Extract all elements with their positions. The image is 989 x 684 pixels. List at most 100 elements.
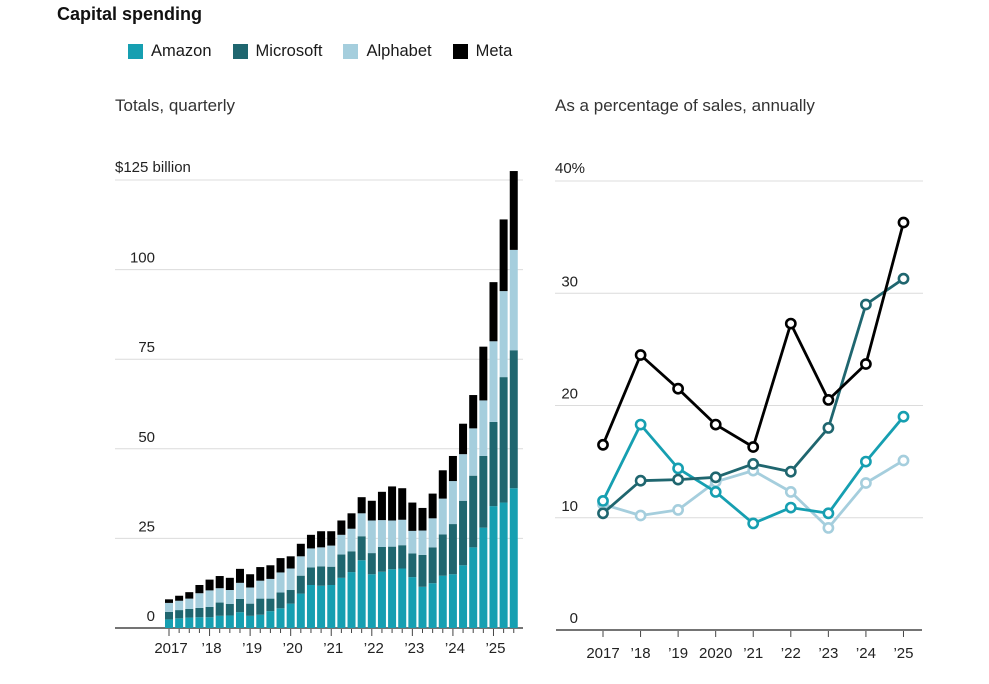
bar-segment-meta (347, 513, 356, 529)
x-axis-year-label: ’21 (743, 645, 763, 662)
bar-segment-amazon (469, 547, 478, 628)
bar-segment-amazon (489, 506, 498, 628)
bar-segment-meta (357, 497, 366, 514)
bar-segment-alphabet (175, 600, 184, 611)
bar-segment-microsoft (266, 598, 275, 612)
marker-microsoft (634, 474, 647, 487)
bar-segment-meta (296, 543, 305, 557)
bar-segment-alphabet (256, 580, 265, 599)
bar-segment-microsoft (408, 553, 417, 578)
x-axis-year-label: ’18 (631, 645, 651, 662)
bar-segment-meta (327, 531, 336, 546)
marker-microsoft (859, 298, 872, 311)
marker-meta (897, 216, 910, 229)
x-axis-year-label: ’25 (485, 640, 505, 657)
bar-segment-meta (428, 493, 437, 519)
bar-segment-meta (438, 470, 447, 499)
legend-item-microsoft: Microsoft (232, 42, 322, 61)
bar-segment-microsoft (205, 606, 214, 618)
bar-segment-amazon (388, 569, 397, 628)
x-axis-year-label: ’19 (242, 640, 262, 657)
bar-segment-meta (408, 502, 417, 531)
marker-amazon (709, 485, 722, 498)
bar-segment-amazon (438, 575, 447, 628)
bar-segment-meta (175, 595, 184, 601)
y-axis-label: 30 (561, 273, 578, 290)
bar-segment-meta (225, 577, 234, 591)
bar-segment-amazon (428, 583, 437, 628)
marker-meta (784, 317, 797, 330)
marker-meta (597, 438, 609, 451)
bar-segment-alphabet (205, 590, 214, 607)
bar-segment-meta (286, 556, 295, 569)
marker-meta (709, 418, 722, 431)
bar-segment-microsoft (165, 611, 173, 620)
bar-segment-amazon (205, 617, 214, 628)
line-meta (601, 221, 905, 449)
bar-segment-alphabet (246, 587, 255, 604)
legend: Amazon Microsoft Alphabet Meta (128, 42, 512, 61)
marker-amazon (747, 517, 760, 530)
y-axis-label: 20 (561, 386, 578, 403)
bar-segment-microsoft (489, 421, 498, 507)
bar-segment-amazon (418, 586, 427, 628)
bar-segment-microsoft (225, 603, 234, 616)
bar-segment-alphabet (367, 520, 376, 554)
bar-segment-alphabet (165, 602, 173, 612)
bar-segment-meta (337, 520, 346, 535)
marker-amazon (597, 494, 609, 507)
legend-item-amazon: Amazon (128, 42, 212, 61)
bar-segment-alphabet (489, 341, 498, 422)
bar-segment-meta (377, 491, 386, 521)
bar-segment-microsoft (459, 500, 468, 566)
bar-segment-amazon (377, 571, 386, 628)
x-axis-year-label: ’22 (781, 645, 801, 662)
bar-segment-meta (448, 455, 457, 482)
marker-meta (747, 441, 760, 453)
bar-segment-amazon (246, 615, 255, 628)
bar-segment-microsoft (317, 566, 326, 586)
marker-microsoft (709, 471, 722, 484)
bar-segment-meta (418, 507, 427, 531)
bar-segment-amazon (479, 527, 488, 628)
percent-of-sales-line-chart: 40% 30 20 10 0 2017 ’18 ’19 2020 ’21 ’22 ’23 ’24 ’25 (555, 160, 923, 662)
bar-segment-microsoft (469, 475, 478, 548)
bar-segment-amazon (225, 615, 234, 628)
marker-amazon (859, 455, 872, 468)
bar-segment-alphabet (357, 513, 366, 537)
legend-label: Meta (475, 42, 513, 60)
bar-segment-amazon (337, 577, 346, 628)
bar-segment-meta (256, 567, 265, 581)
bar-segment-meta (185, 592, 194, 599)
marker-microsoft (897, 272, 910, 285)
bar-segment-alphabet (509, 249, 518, 351)
bar-segment-amazon (276, 608, 285, 628)
bar-segment-amazon (448, 574, 457, 628)
bar-segment-amazon (185, 617, 194, 628)
marker-amazon (822, 507, 835, 520)
y-axis-label: 10 (561, 498, 578, 515)
bar-segment-alphabet (337, 534, 346, 555)
marker-meta (822, 393, 835, 406)
x-axis-year-label: ’22 (364, 640, 384, 657)
bar-segment-alphabet (377, 520, 386, 547)
marker-amazon (784, 501, 797, 514)
bar-chart-subtitle: Totals, quarterly (115, 96, 235, 115)
bar-segment-alphabet (408, 530, 417, 554)
marker-microsoft (747, 457, 760, 470)
x-axis-year-label: 2020 (699, 645, 732, 662)
bar-segment-amazon (266, 611, 275, 628)
marker-meta (634, 349, 647, 361)
bar-segment-alphabet (286, 568, 295, 591)
marker-alphabet (784, 485, 797, 498)
marker-alphabet (672, 503, 685, 516)
bar-segment-microsoft (357, 536, 366, 561)
line-microsoft (601, 277, 905, 515)
quarterly-totals-bar-chart: $125 billion 100 75 50 25 0 2017 ’18 ’19 ’20 ’21 ’2… (115, 159, 523, 657)
bar-segment-microsoft (337, 554, 346, 578)
bar-segment-microsoft (377, 547, 386, 572)
bar-segment-microsoft (327, 566, 336, 585)
legend-swatch-meta (452, 44, 468, 59)
marker-alphabet (897, 454, 910, 467)
bar-segment-alphabet (225, 590, 234, 604)
